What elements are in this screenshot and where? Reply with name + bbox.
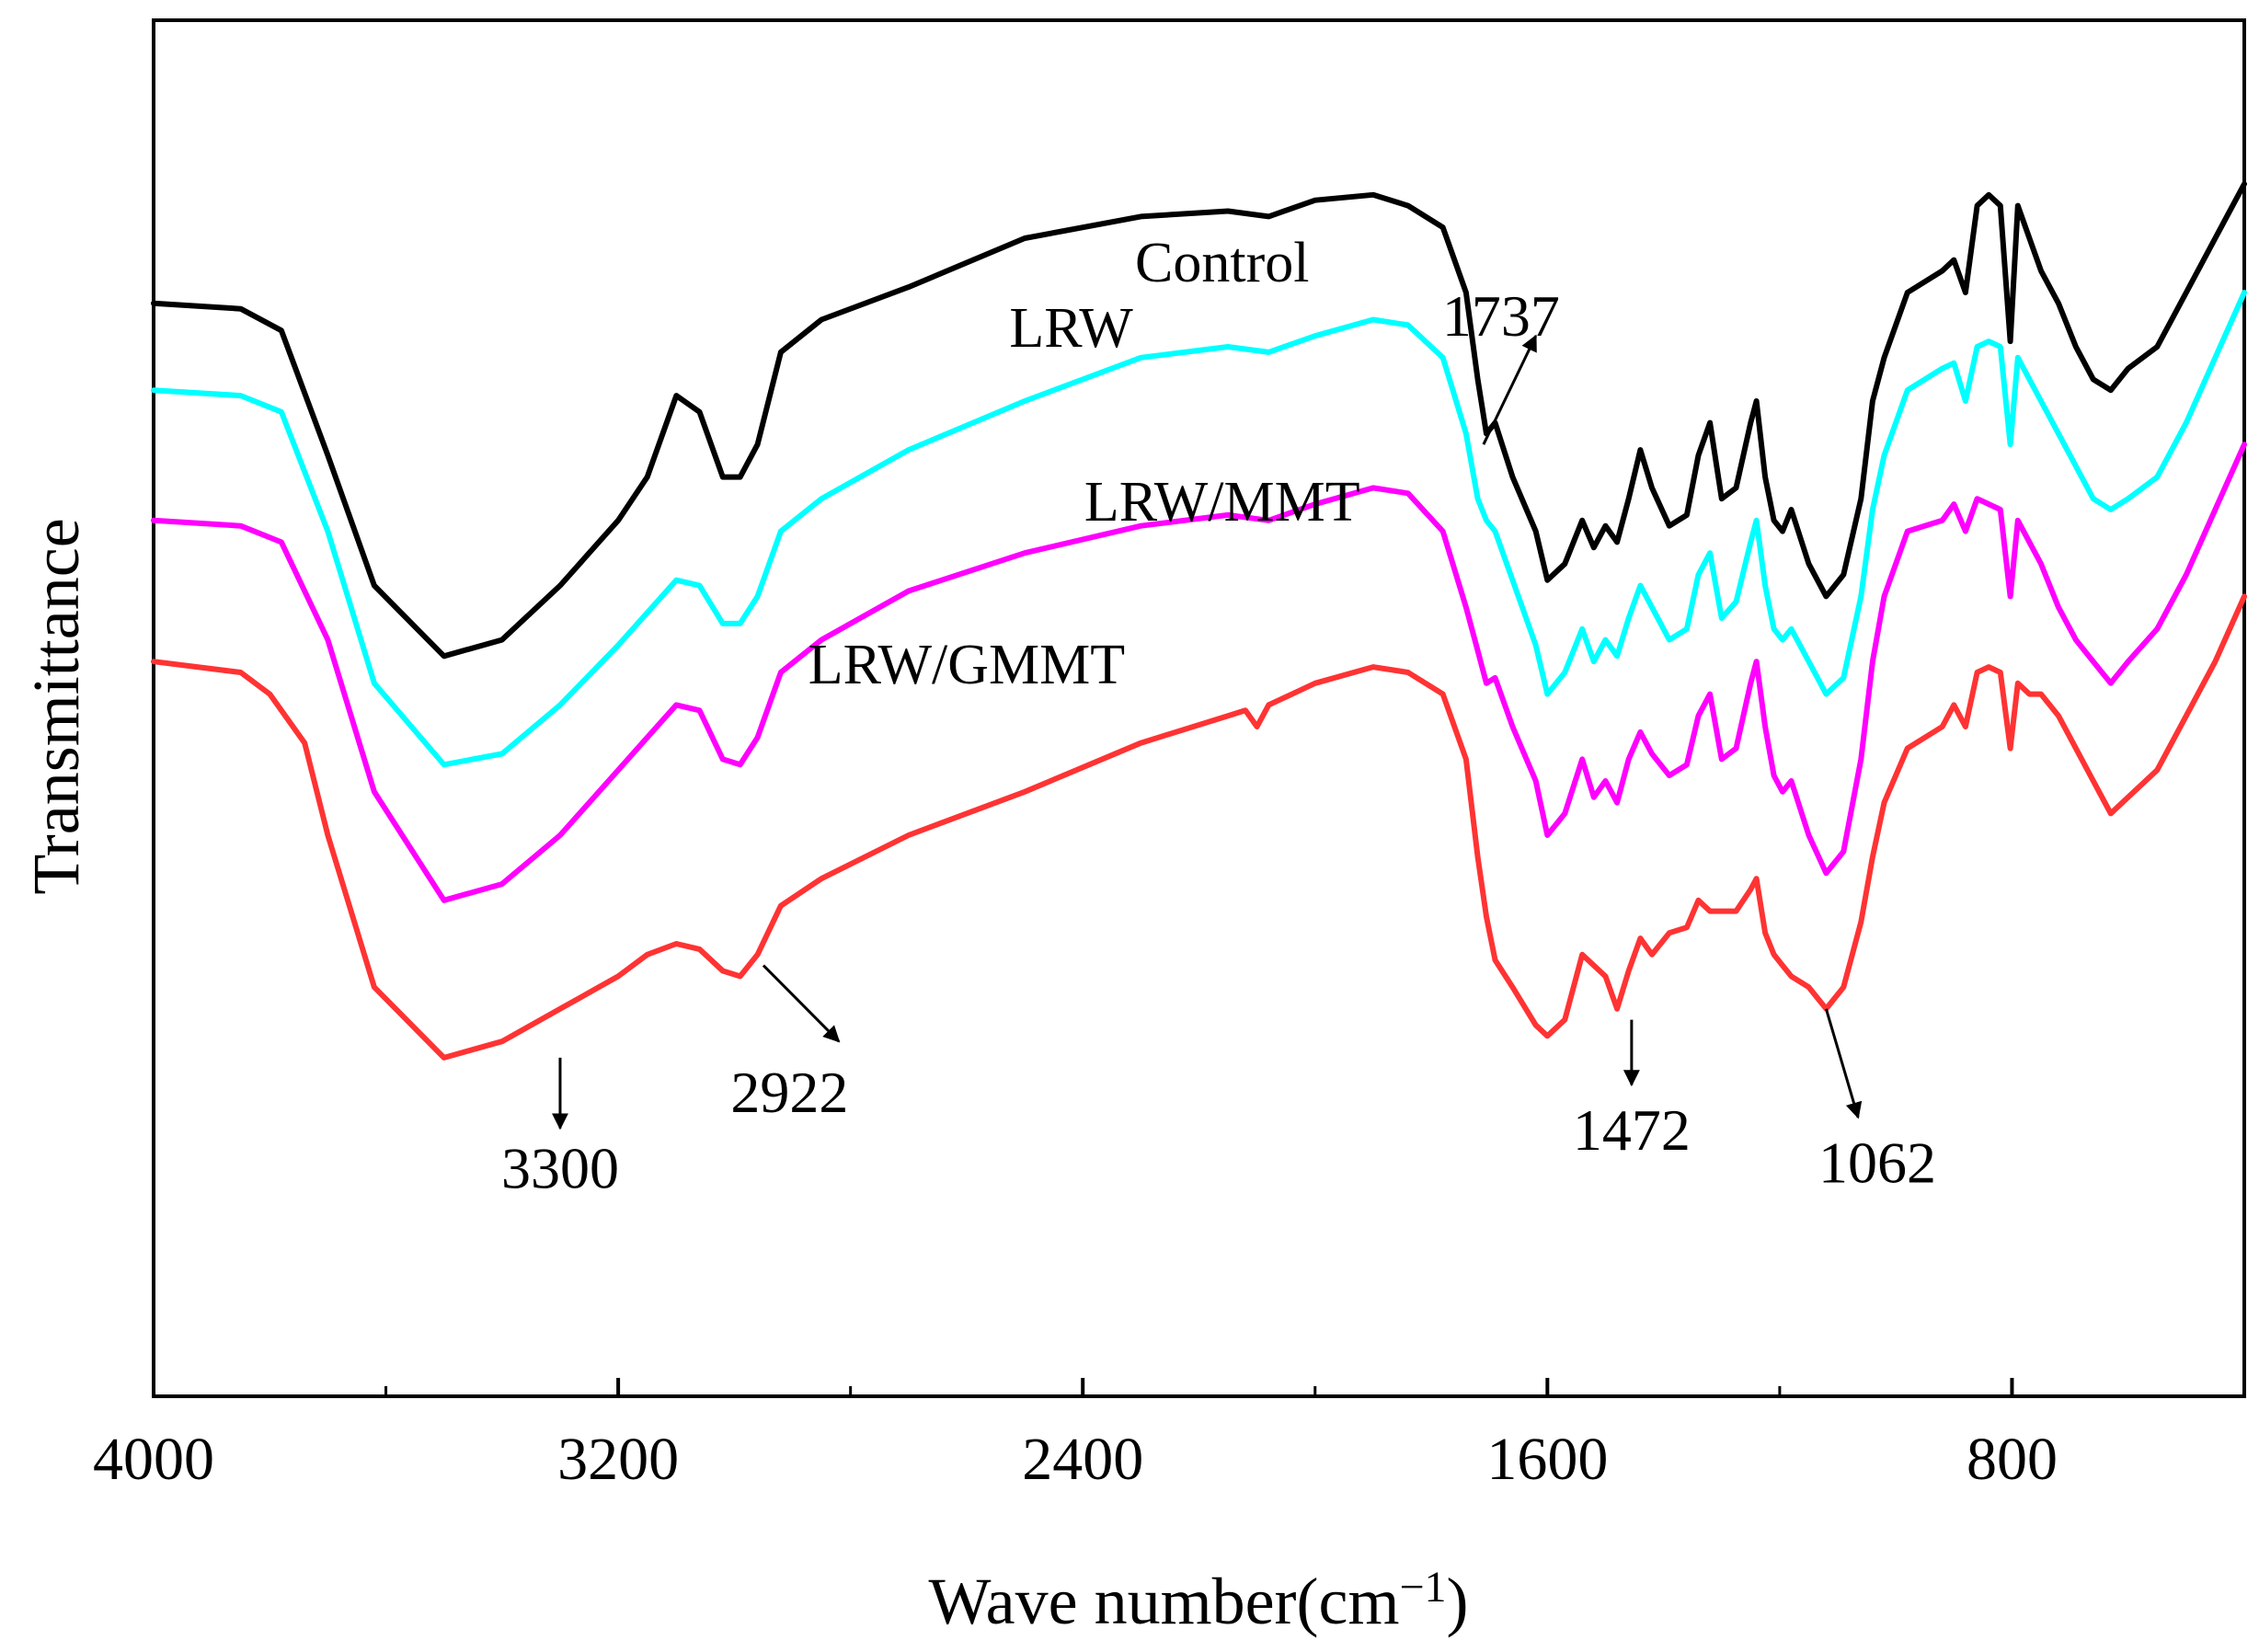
annotation-label-2922: 2922 xyxy=(730,1060,848,1125)
x-axis-title-unit-sup: −1 xyxy=(1399,1563,1446,1612)
plot-frame xyxy=(152,18,2246,1398)
x-tick-label-4000: 4000 xyxy=(93,1426,214,1493)
series-line-lrw xyxy=(151,290,2247,768)
annotation-label-1737: 1737 xyxy=(1442,283,1560,349)
series-label-control: Control xyxy=(1135,232,1309,294)
series-line-lrw-gmmt xyxy=(151,593,2247,1061)
series-label-lrw-mmt: LRW/MMT xyxy=(1084,471,1360,533)
series-label-lrw: LRW xyxy=(1009,297,1133,360)
annotation-label-1472: 1472 xyxy=(1573,1097,1691,1163)
series-group xyxy=(151,181,2247,1061)
x-axis-title-main: Wave number(cm xyxy=(928,1565,1399,1638)
annotation-arrow-1062 xyxy=(1824,1008,1863,1119)
x-tick-label-800: 800 xyxy=(1967,1426,2058,1493)
annotations: 1737 3300 2922 1472 1062 xyxy=(501,283,1936,1200)
x-axis-ticks: 4000 3200 2400 1600 800 xyxy=(93,1378,2058,1493)
annotation-label-3300: 3300 xyxy=(501,1136,619,1201)
annotation-arrow-1737 xyxy=(1482,334,1538,445)
annotation-arrow-2922 xyxy=(762,964,841,1043)
series-line-control xyxy=(151,181,2247,660)
x-tick-label-3200: 3200 xyxy=(557,1426,679,1493)
x-tick-label-2400: 2400 xyxy=(1022,1426,1143,1493)
x-axis-title: Wave number(cm−1) xyxy=(928,1563,1468,1638)
annotation-label-1062: 1062 xyxy=(1818,1130,1936,1196)
series-label-lrw-gmmt: LRW/GMMT xyxy=(808,634,1125,696)
x-tick-label-1600: 1600 xyxy=(1486,1426,1608,1493)
series-line-lrw-mmt xyxy=(151,442,2247,903)
x-axis-title-close: ) xyxy=(1447,1565,1469,1638)
y-axis-title: Transmittance xyxy=(19,518,93,894)
